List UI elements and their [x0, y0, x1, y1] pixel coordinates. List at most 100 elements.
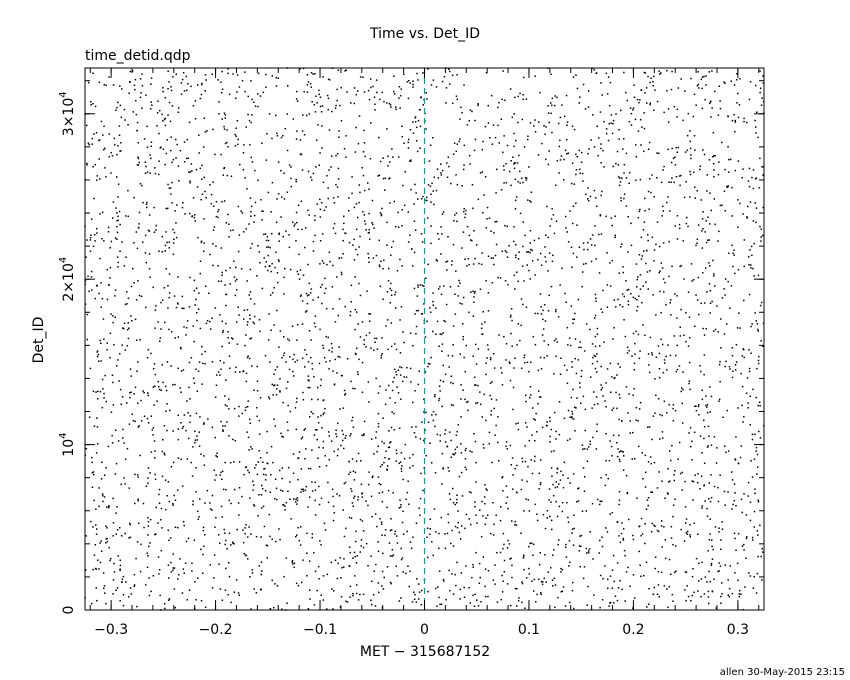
scatter-point	[229, 267, 231, 269]
scatter-point	[719, 565, 722, 567]
scatter-point	[642, 285, 644, 287]
scatter-point	[109, 277, 111, 279]
scatter-point	[714, 154, 716, 157]
scatter-point	[332, 608, 334, 610]
scatter-point	[369, 313, 372, 315]
scatter-point	[267, 269, 269, 272]
scatter-point	[149, 172, 151, 174]
scatter-point	[118, 125, 121, 127]
scatter-point	[336, 88, 338, 91]
scatter-point	[673, 105, 676, 108]
scatter-point	[134, 473, 136, 476]
scatter-point	[92, 568, 94, 571]
scatter-point	[401, 465, 403, 467]
scatter-point	[447, 236, 449, 238]
scatter-point	[701, 505, 704, 507]
scatter-point	[652, 593, 654, 596]
scatter-point	[610, 445, 613, 448]
scatter-point	[220, 280, 223, 282]
scatter-point	[466, 225, 469, 228]
scatter-point	[426, 196, 428, 199]
scatter-point	[757, 362, 760, 365]
scatter-point	[429, 533, 431, 535]
scatter-point	[636, 278, 638, 281]
scatter-point	[443, 580, 445, 582]
scatter-point	[132, 267, 134, 270]
scatter-point	[626, 491, 629, 494]
scatter-point	[600, 233, 603, 235]
scatter-point	[109, 332, 112, 335]
scatter-point	[194, 100, 197, 102]
scatter-point	[137, 142, 139, 144]
scatter-point	[386, 128, 388, 130]
scatter-point	[741, 176, 743, 179]
scatter-point	[228, 342, 230, 344]
scatter-point	[130, 285, 133, 288]
scatter-point	[116, 106, 118, 109]
scatter-point	[195, 599, 197, 601]
scatter-point	[395, 449, 398, 451]
scatter-point	[579, 535, 581, 537]
scatter-point	[392, 156, 394, 158]
scatter-point	[732, 252, 734, 254]
scatter-point	[144, 161, 147, 163]
scatter-point	[169, 149, 172, 152]
scatter-point	[300, 200, 303, 203]
scatter-point	[106, 540, 109, 543]
scatter-point	[214, 396, 217, 398]
scatter-point	[191, 475, 194, 477]
scatter-point	[384, 189, 386, 191]
scatter-point	[708, 498, 710, 500]
scatter-point	[553, 411, 556, 414]
scatter-point	[477, 198, 480, 201]
scatter-point	[429, 363, 431, 365]
scatter-point	[495, 514, 497, 517]
scatter-point	[759, 437, 762, 439]
scatter-point	[675, 146, 677, 149]
scatter-point	[573, 128, 576, 131]
scatter-point	[395, 535, 398, 537]
scatter-point	[309, 292, 312, 294]
scatter-point	[569, 344, 572, 347]
scatter-point	[177, 438, 180, 441]
scatter-point	[559, 116, 562, 119]
scatter-point	[197, 577, 199, 579]
scatter-point	[762, 75, 764, 77]
scatter-point	[96, 417, 98, 419]
scatter-point	[234, 280, 237, 282]
scatter-point	[659, 73, 661, 75]
scatter-point	[147, 422, 150, 424]
scatter-point	[664, 497, 666, 499]
scatter-point	[352, 592, 354, 595]
scatter-point	[509, 444, 512, 447]
scatter-point	[678, 227, 681, 230]
scatter-point	[150, 415, 153, 417]
scatter-point	[276, 384, 279, 386]
scatter-point	[349, 551, 351, 554]
scatter-point	[536, 519, 539, 522]
scatter-point	[186, 458, 189, 460]
scatter-point	[753, 576, 755, 578]
scatter-point	[124, 303, 127, 306]
scatter-point	[674, 409, 677, 412]
scatter-point	[486, 514, 489, 516]
scatter-point	[314, 429, 317, 431]
scatter-point	[114, 473, 117, 475]
scatter-point	[241, 495, 243, 498]
scatter-point	[237, 592, 240, 594]
scatter-point	[569, 482, 571, 484]
scatter-point	[742, 348, 744, 350]
scatter-point	[550, 285, 553, 288]
scatter-point	[612, 554, 615, 557]
scatter-point	[601, 500, 603, 503]
scatter-point	[537, 369, 540, 372]
scatter-point	[394, 291, 397, 293]
scatter-point	[676, 344, 678, 347]
scatter-point	[701, 87, 703, 90]
scatter-point	[250, 608, 252, 610]
scatter-point	[390, 106, 392, 108]
scatter-point	[283, 504, 285, 506]
scatter-point	[534, 503, 537, 506]
scatter-point	[742, 213, 744, 215]
scatter-point	[423, 285, 425, 287]
